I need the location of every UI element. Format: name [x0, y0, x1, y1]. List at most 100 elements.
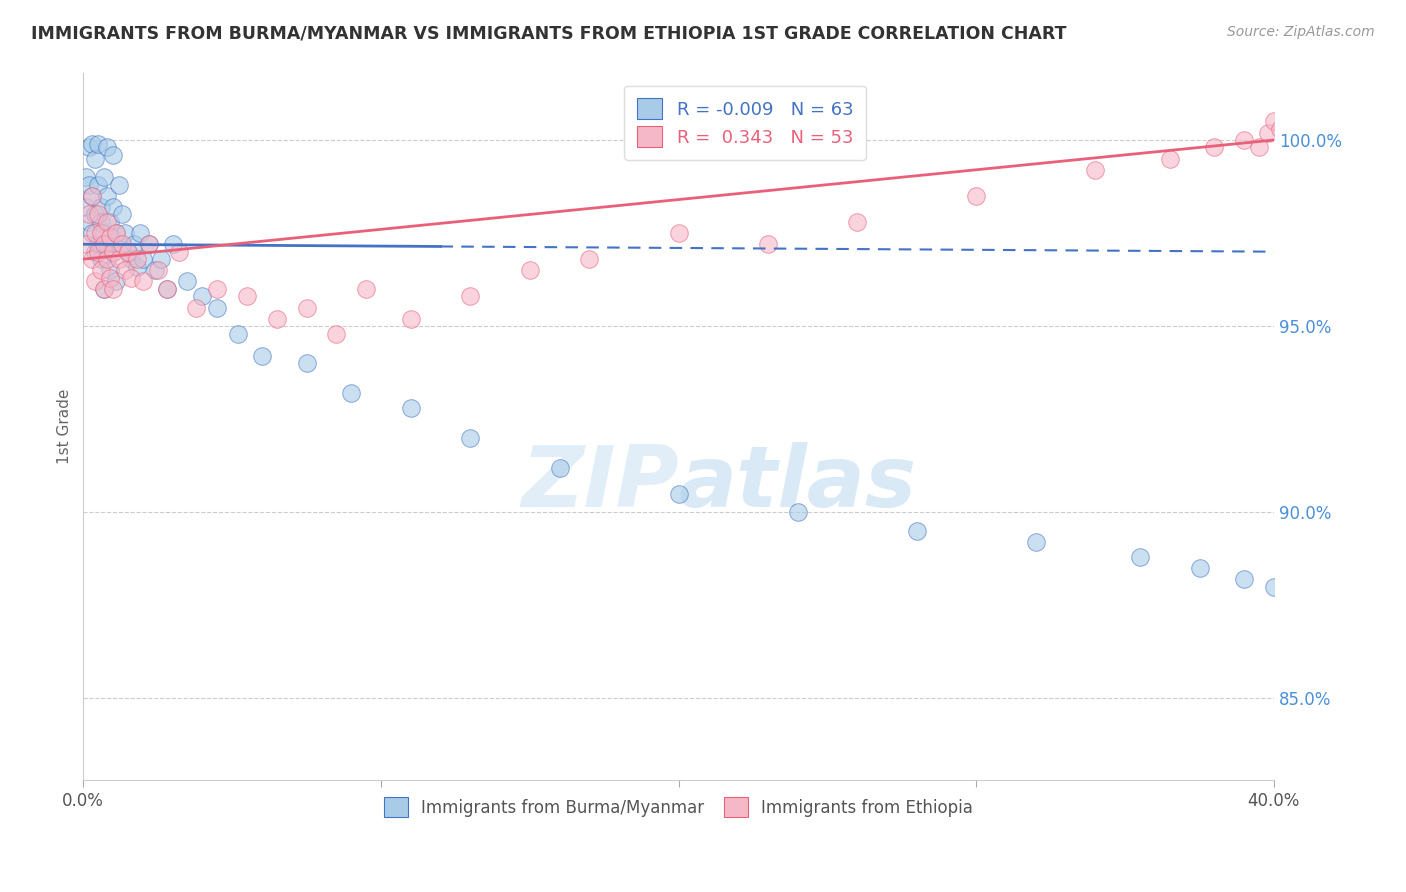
Point [84, 152, 107, 166]
Point [120, 252, 142, 266]
Point [98, 215, 121, 229]
Point [354, 282, 377, 296]
Point [114, 226, 136, 240]
Point [1233, 133, 1256, 147]
Point [87, 207, 110, 221]
Point [98, 263, 121, 277]
Point [101, 200, 124, 214]
Point [82, 189, 104, 203]
Point [90, 263, 112, 277]
Point [207, 301, 229, 315]
Point [786, 505, 808, 519]
Point [111, 207, 134, 221]
Point [105, 275, 128, 289]
Point [77, 215, 100, 229]
Point [1204, 140, 1226, 154]
Point [101, 244, 124, 259]
Point [93, 282, 115, 296]
Point [87, 237, 110, 252]
Point [108, 252, 131, 266]
Point [75, 237, 97, 252]
Point [77, 178, 100, 192]
Point [111, 237, 134, 252]
Point [108, 178, 131, 192]
Point [117, 244, 139, 259]
Point [236, 289, 259, 303]
Point [1263, 580, 1285, 594]
Point [105, 226, 128, 240]
Text: IMMIGRANTS FROM BURMA/MYANMAR VS IMMIGRANTS FROM ETHIOPIA 1ST GRADE CORRELATION : IMMIGRANTS FROM BURMA/MYANMAR VS IMMIGRA… [31, 25, 1066, 43]
Point [1247, 140, 1270, 154]
Point [120, 270, 142, 285]
Point [207, 282, 229, 296]
Point [1129, 549, 1152, 564]
Point [226, 326, 249, 341]
Point [98, 229, 121, 244]
Point [84, 244, 107, 259]
Point [143, 263, 166, 277]
Point [458, 289, 481, 303]
Point [191, 289, 214, 303]
Point [87, 136, 110, 151]
Point [399, 401, 422, 415]
Point [1159, 152, 1181, 166]
Point [82, 189, 104, 203]
Point [1268, 121, 1291, 136]
Point [1084, 162, 1107, 177]
Point [325, 326, 347, 341]
Text: atlas: atlas [679, 442, 917, 524]
Point [84, 207, 107, 221]
Point [84, 226, 107, 240]
Point [1263, 114, 1285, 128]
Point [128, 226, 150, 240]
Point [93, 282, 115, 296]
Point [105, 226, 128, 240]
Point [162, 237, 184, 252]
Point [90, 200, 112, 214]
Point [96, 215, 118, 229]
Point [82, 252, 104, 266]
Point [266, 311, 288, 326]
Point [84, 275, 107, 289]
Point [167, 244, 190, 259]
Point [156, 282, 179, 296]
Point [846, 215, 869, 229]
Point [82, 226, 104, 240]
Point [1188, 561, 1211, 575]
Point [132, 275, 155, 289]
Point [90, 215, 112, 229]
Point [101, 244, 124, 259]
Point [101, 148, 124, 162]
Point [87, 178, 110, 192]
Point [295, 301, 318, 315]
Point [96, 140, 118, 154]
Point [1025, 535, 1047, 549]
Point [156, 282, 179, 296]
Point [1257, 126, 1279, 140]
Text: Source: ZipAtlas.com: Source: ZipAtlas.com [1227, 25, 1375, 39]
Text: ZIP: ZIP [522, 442, 679, 524]
Point [149, 252, 172, 266]
Point [250, 349, 273, 363]
Point [93, 226, 115, 240]
Point [93, 237, 115, 252]
Point [756, 237, 779, 252]
Point [96, 252, 118, 266]
Point [96, 189, 118, 203]
Point [108, 237, 131, 252]
Point [668, 226, 690, 240]
Point [75, 170, 97, 185]
Point [340, 386, 363, 401]
Point [295, 356, 318, 370]
Point [87, 244, 110, 259]
Point [82, 136, 104, 151]
Point [1233, 572, 1256, 586]
Point [125, 252, 148, 266]
Point [101, 282, 124, 296]
Point [132, 252, 155, 266]
Point [96, 237, 118, 252]
Point [458, 431, 481, 445]
Point [186, 301, 208, 315]
Point [399, 311, 422, 326]
Y-axis label: 1st Grade: 1st Grade [58, 389, 72, 465]
